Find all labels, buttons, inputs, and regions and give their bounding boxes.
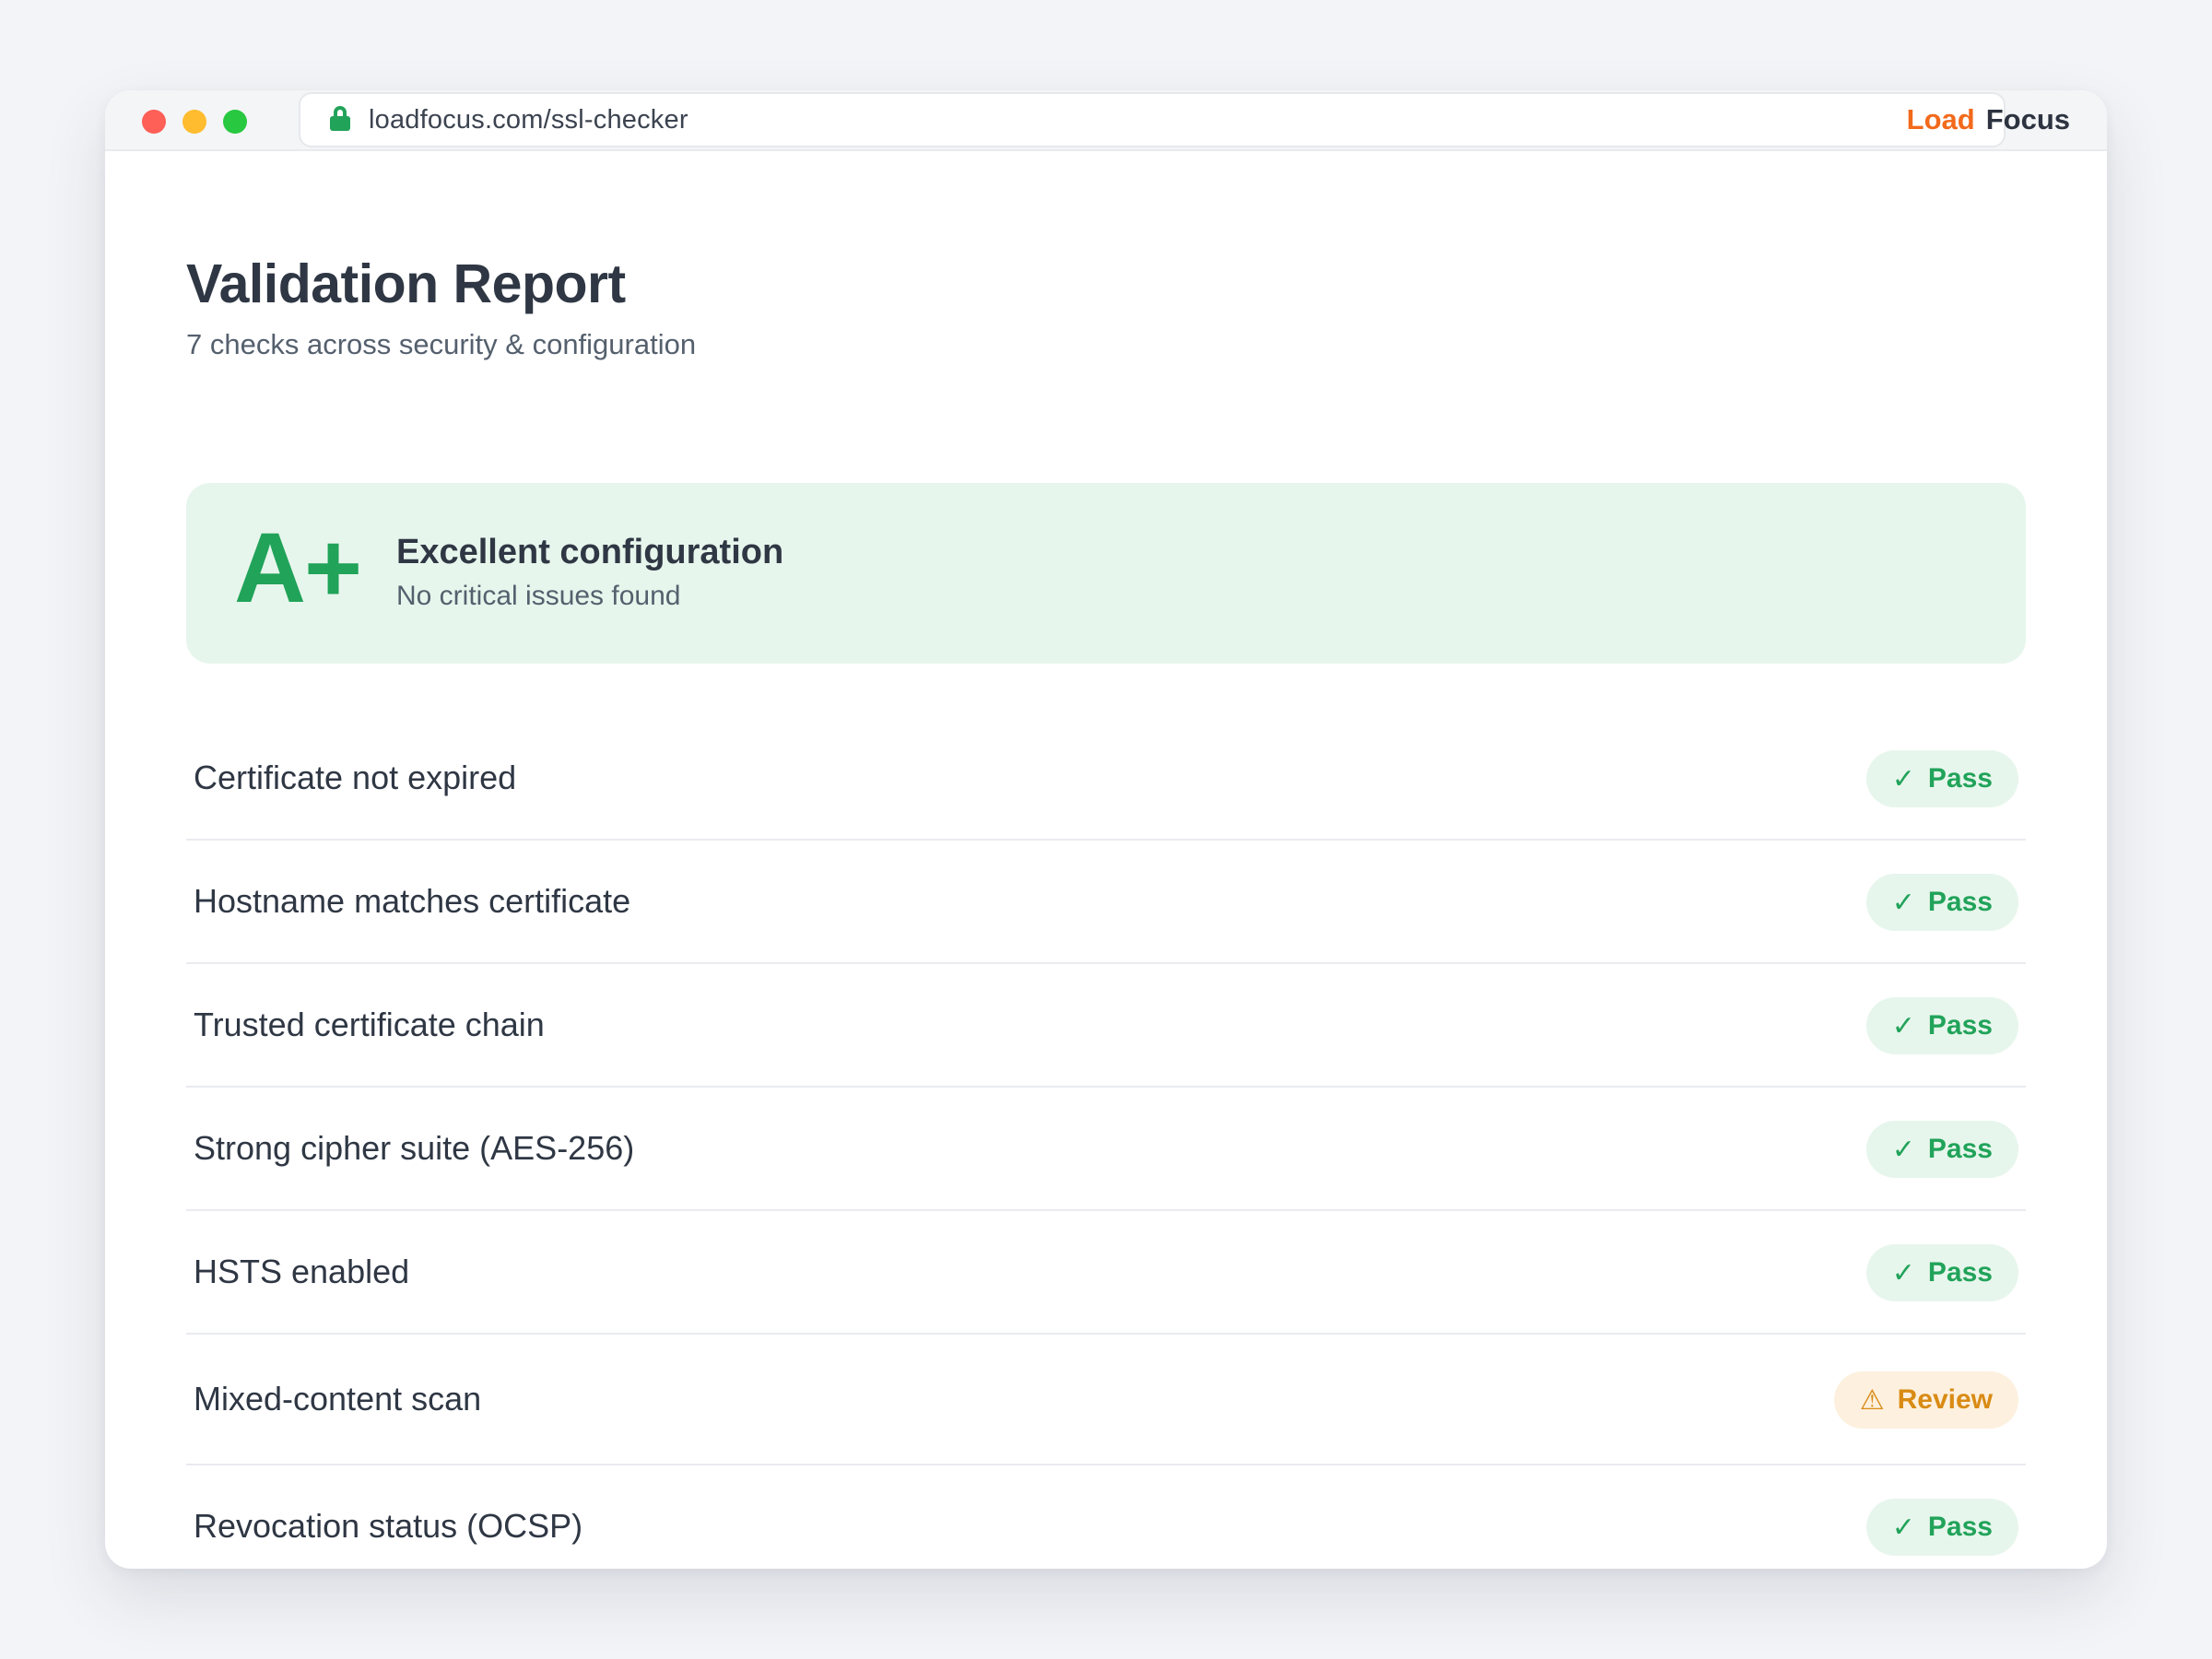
check-label: Hostname matches certificate [194, 882, 631, 920]
check-row: Strong cipher suite (AES-256) ✓ Pass [186, 1088, 2026, 1211]
status-badge-pass: ✓ Pass [1865, 1244, 2018, 1301]
status-text: Pass [1927, 1257, 1993, 1288]
lock-icon [324, 101, 361, 138]
check-icon: ✓ [1891, 1134, 1915, 1165]
browser-titlebar: loadfocus.com/ssl-checker Load Focus [105, 90, 2107, 151]
status-text: Pass [1927, 1512, 1993, 1542]
status-badge-pass: ✓ Pass [1865, 1121, 2018, 1178]
warning-icon: ⚠ [1859, 1384, 1885, 1416]
check-icon: ✓ [1891, 887, 1915, 918]
status-text: Pass [1927, 887, 1993, 917]
page-subtitle: 7 checks across security & configuration [186, 328, 697, 360]
check-label: Strong cipher suite (AES-256) [194, 1129, 635, 1167]
check-row: Hostname matches certificate ✓ Pass [186, 841, 2026, 964]
status-text: Pass [1927, 1134, 1993, 1164]
check-icon: ✓ [1891, 763, 1915, 794]
status-badge-review: ⚠ Review [1833, 1371, 2018, 1429]
address-bar[interactable]: loadfocus.com/ssl-checker [299, 92, 2006, 147]
check-row: Mixed-content scan ⚠ Review [186, 1335, 2026, 1465]
grade-subtitle: No critical issues found [396, 581, 681, 611]
status-badge-pass: ✓ Pass [1865, 1499, 2018, 1556]
grade-letter: A+ [234, 512, 362, 623]
check-label: HSTS enabled [194, 1253, 410, 1290]
status-text: Review [1897, 1384, 1993, 1415]
check-label: Revocation status (OCSP) [194, 1507, 583, 1545]
close-window-button[interactable] [142, 110, 166, 134]
grade-card: A+ Excellent configuration No critical i… [186, 483, 2026, 664]
check-row: Trusted certificate chain ✓ Pass [186, 964, 2026, 1088]
brand-load-text: Load [1906, 103, 1975, 135]
check-row: Certificate not expired ✓ Pass [186, 717, 2026, 841]
status-badge-pass: ✓ Pass [1865, 997, 2018, 1054]
check-row: Revocation status (OCSP) ✓ Pass [186, 1465, 2026, 1569]
check-label: Mixed-content scan [194, 1380, 482, 1418]
status-badge-pass: ✓ Pass [1865, 874, 2018, 931]
check-label: Trusted certificate chain [194, 1006, 545, 1043]
browser-window: loadfocus.com/ssl-checker Load Focus Vali… [105, 90, 2107, 1569]
url-text: loadfocus.com/ssl-checker [369, 104, 688, 135]
check-icon: ✓ [1891, 1257, 1915, 1288]
page-title: Validation Report [186, 253, 626, 314]
checks-list: Certificate not expired ✓ Pass Hostname mat… [186, 717, 2026, 1569]
check-row: HSTS enabled ✓ Pass [186, 1211, 2026, 1335]
brand-focus-text: Focus [1985, 103, 2070, 135]
status-badge-pass: ✓ Pass [1865, 750, 2018, 807]
check-label: Certificate not expired [194, 759, 517, 796]
maximize-window-button[interactable] [223, 110, 247, 134]
minimize-window-button[interactable] [182, 110, 206, 134]
status-text: Pass [1927, 1010, 1993, 1041]
check-icon: ✓ [1891, 1010, 1915, 1041]
grade-title: Excellent configuration [396, 533, 784, 571]
status-text: Pass [1927, 763, 1993, 794]
check-icon: ✓ [1891, 1512, 1915, 1543]
brand-logo[interactable]: Load Focus [1907, 103, 2070, 136]
